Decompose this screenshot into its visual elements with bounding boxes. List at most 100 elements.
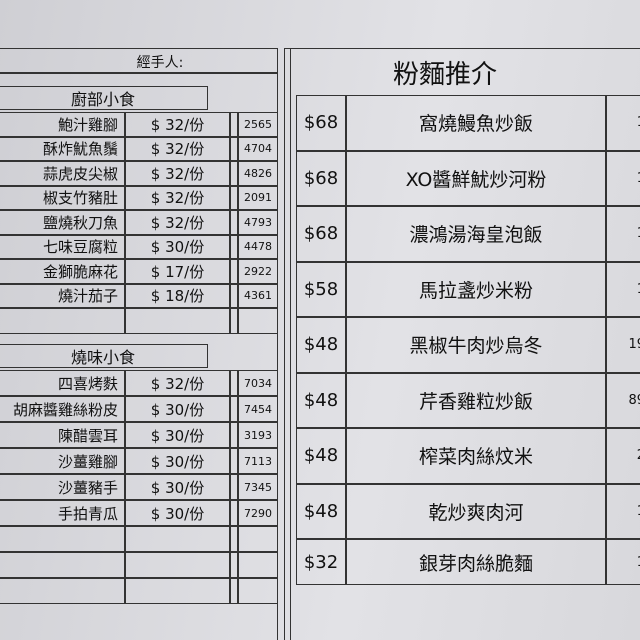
blank-row bbox=[230, 578, 238, 604]
item-code: 4826 bbox=[238, 161, 278, 186]
item-blank bbox=[230, 396, 238, 422]
dish-price: $68 bbox=[296, 150, 346, 206]
blank-row bbox=[230, 308, 238, 334]
item-code: 7034 bbox=[238, 370, 278, 396]
item-blank bbox=[230, 422, 238, 448]
item-name: 沙薑雞腳 bbox=[0, 448, 125, 474]
item-price: $ 30/份 bbox=[125, 500, 230, 526]
item-blank bbox=[230, 500, 238, 526]
left-panel bbox=[0, 48, 278, 640]
dish-code: 1 bbox=[606, 261, 640, 317]
dish-name: 榨菜肉絲炆米 bbox=[346, 428, 606, 484]
item-name: 沙薑豬手 bbox=[0, 474, 125, 500]
blank-row bbox=[125, 578, 230, 604]
dish-name: XO醬鮮魷炒河粉 bbox=[346, 150, 606, 206]
item-price: $ 30/份 bbox=[125, 474, 230, 500]
section-title: 廚部小食 bbox=[0, 86, 208, 110]
item-name: 蒜虎皮尖椒 bbox=[0, 161, 125, 186]
item-price: $ 17/份 bbox=[125, 259, 230, 284]
dish-price: $48 bbox=[296, 483, 346, 539]
item-blank bbox=[230, 474, 238, 500]
handler-row bbox=[0, 72, 278, 74]
item-name: 陳醋雲耳 bbox=[0, 422, 125, 448]
blank-row bbox=[0, 552, 125, 578]
item-name: 椒支竹豬肚 bbox=[0, 185, 125, 210]
item-name: 金獅脆麻花 bbox=[0, 259, 125, 284]
dish-code: 2 bbox=[606, 428, 640, 484]
dish-code: 1 bbox=[606, 206, 640, 262]
item-name: 胡麻醬雞絲粉皮 bbox=[0, 396, 125, 422]
dish-price: $68 bbox=[296, 95, 346, 151]
item-price: $ 30/份 bbox=[125, 234, 230, 259]
dish-code: 1 bbox=[606, 483, 640, 539]
item-name: 手拍青瓜 bbox=[0, 500, 125, 526]
item-blank bbox=[230, 448, 238, 474]
dish-code: 1 bbox=[606, 150, 640, 206]
item-code: 7290 bbox=[238, 500, 278, 526]
item-code: 2091 bbox=[238, 185, 278, 210]
dish-price: $48 bbox=[296, 372, 346, 428]
item-price: $ 32/份 bbox=[125, 185, 230, 210]
blank-row bbox=[230, 526, 238, 552]
item-price: $ 32/份 bbox=[125, 136, 230, 161]
dish-name: 乾炒爽肉河 bbox=[346, 483, 606, 539]
item-price: $ 30/份 bbox=[125, 448, 230, 474]
item-blank bbox=[230, 210, 238, 235]
item-price: $ 32/份 bbox=[125, 161, 230, 186]
item-code: 4704 bbox=[238, 136, 278, 161]
item-name: 七味豆腐粒 bbox=[0, 234, 125, 259]
item-price: $ 30/份 bbox=[125, 396, 230, 422]
item-name: 酥炸魷魚鬚 bbox=[0, 136, 125, 161]
item-blank bbox=[230, 112, 238, 137]
blank-row bbox=[238, 526, 278, 552]
item-code: 3193 bbox=[238, 422, 278, 448]
blank-row bbox=[0, 308, 125, 334]
item-price: $ 32/份 bbox=[125, 370, 230, 396]
item-code: 4478 bbox=[238, 234, 278, 259]
item-code: 7113 bbox=[238, 448, 278, 474]
blank-row bbox=[238, 552, 278, 578]
handler-label: 經手人: bbox=[136, 55, 184, 71]
blank-row bbox=[0, 578, 125, 604]
item-name: 燒汁茄子 bbox=[0, 283, 125, 308]
item-code: 4793 bbox=[238, 210, 278, 235]
blank-row bbox=[238, 308, 278, 334]
dish-name: 窩燒鰻魚炒飯 bbox=[346, 95, 606, 151]
item-blank bbox=[230, 161, 238, 186]
dish-name: 銀芽肉絲脆麵 bbox=[346, 539, 606, 585]
item-blank bbox=[230, 234, 238, 259]
item-code: 2565 bbox=[238, 112, 278, 137]
dish-code: 1 bbox=[606, 95, 640, 151]
item-price: $ 32/份 bbox=[125, 210, 230, 235]
item-code: 7345 bbox=[238, 474, 278, 500]
dish-price: $32 bbox=[296, 539, 346, 585]
dish-name: 芹香雞粒炒飯 bbox=[346, 372, 606, 428]
item-code: 2922 bbox=[238, 259, 278, 284]
blank-row bbox=[0, 526, 125, 552]
dish-name: 馬拉盞炒米粉 bbox=[346, 261, 606, 317]
dish-code: 1 bbox=[606, 539, 640, 585]
item-price: $ 32/份 bbox=[125, 112, 230, 137]
item-blank bbox=[230, 136, 238, 161]
section-title: 燒味小食 bbox=[0, 344, 208, 368]
right-title: 粉麵推介 bbox=[392, 59, 497, 90]
item-name: 四喜烤麩 bbox=[0, 370, 125, 396]
blank-row bbox=[230, 552, 238, 578]
item-blank bbox=[230, 370, 238, 396]
dish-name: 濃鴻湯海皇泡飯 bbox=[346, 206, 606, 262]
blank-row bbox=[125, 308, 230, 334]
item-code: 7454 bbox=[238, 396, 278, 422]
dish-price: $68 bbox=[296, 206, 346, 262]
item-price: $ 18/份 bbox=[125, 283, 230, 308]
item-code: 4361 bbox=[238, 283, 278, 308]
dish-price: $58 bbox=[296, 261, 346, 317]
blank-row bbox=[125, 552, 230, 578]
dish-code: 89 bbox=[606, 372, 640, 428]
item-blank bbox=[230, 283, 238, 308]
dish-price: $48 bbox=[296, 428, 346, 484]
item-name: 鹽燒秋刀魚 bbox=[0, 210, 125, 235]
dish-name: 黑椒牛肉炒烏冬 bbox=[346, 317, 606, 373]
item-price: $ 30/份 bbox=[125, 422, 230, 448]
dish-code: 19 bbox=[606, 317, 640, 373]
